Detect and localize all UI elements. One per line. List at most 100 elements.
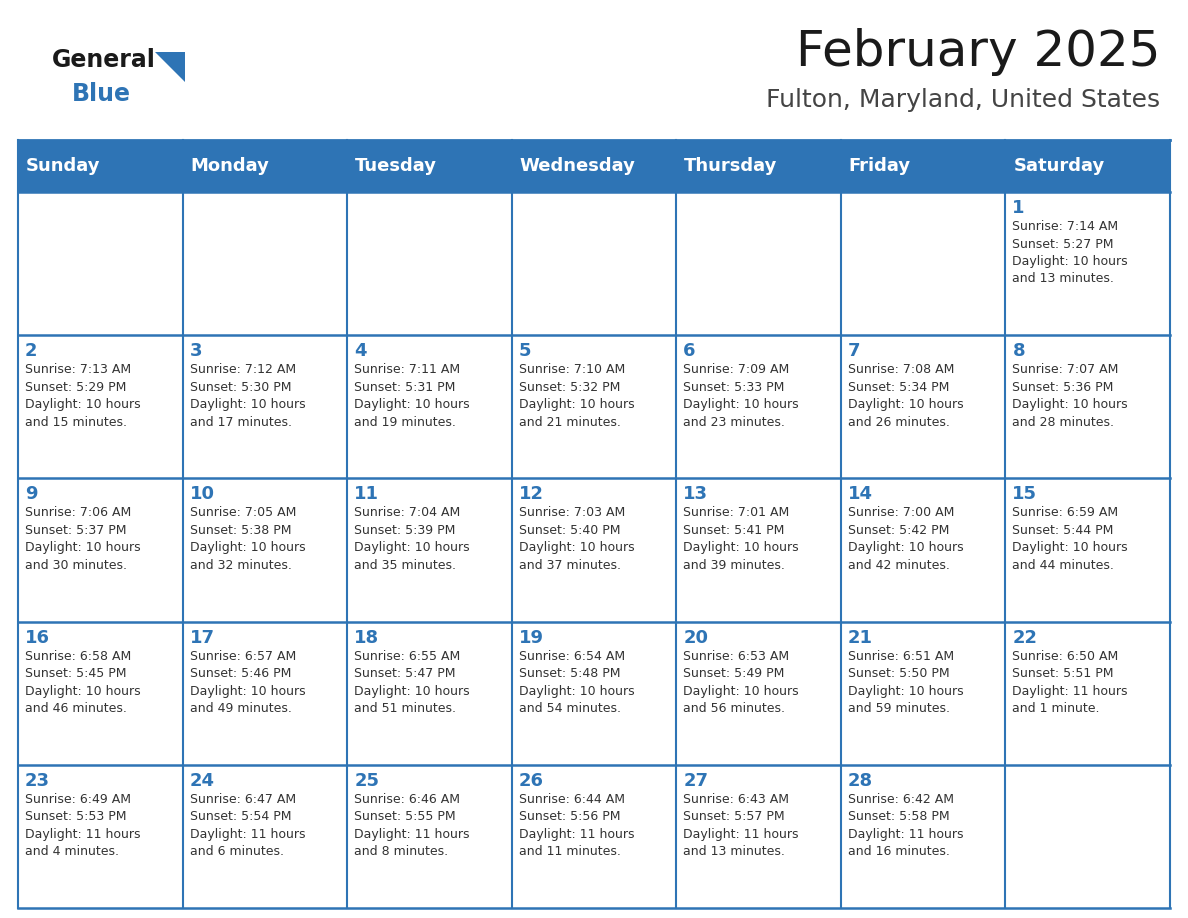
- Text: 21: 21: [848, 629, 873, 646]
- Bar: [512, 192, 676, 335]
- Bar: [1005, 192, 1170, 335]
- Text: Sunrise: 6:50 AM
Sunset: 5:51 PM
Daylight: 11 hours
and 1 minute.: Sunrise: 6:50 AM Sunset: 5:51 PM Dayligh…: [1012, 650, 1127, 715]
- Text: 4: 4: [354, 342, 367, 360]
- Text: 23: 23: [25, 772, 50, 789]
- Text: 18: 18: [354, 629, 379, 646]
- Text: 7: 7: [848, 342, 860, 360]
- Bar: [1005, 621, 1170, 765]
- Text: Sunrise: 6:46 AM
Sunset: 5:55 PM
Daylight: 11 hours
and 8 minutes.: Sunrise: 6:46 AM Sunset: 5:55 PM Dayligh…: [354, 793, 469, 858]
- Bar: [676, 765, 841, 908]
- Text: Sunrise: 7:13 AM
Sunset: 5:29 PM
Daylight: 10 hours
and 15 minutes.: Sunrise: 7:13 AM Sunset: 5:29 PM Dayligh…: [25, 364, 140, 429]
- Text: 13: 13: [683, 486, 708, 503]
- Bar: [841, 621, 1005, 765]
- Text: 12: 12: [519, 486, 544, 503]
- Text: Sunrise: 7:09 AM
Sunset: 5:33 PM
Daylight: 10 hours
and 23 minutes.: Sunrise: 7:09 AM Sunset: 5:33 PM Dayligh…: [683, 364, 798, 429]
- Text: Sunrise: 6:55 AM
Sunset: 5:47 PM
Daylight: 10 hours
and 51 minutes.: Sunrise: 6:55 AM Sunset: 5:47 PM Dayligh…: [354, 650, 469, 715]
- Text: 24: 24: [190, 772, 215, 789]
- Bar: [1005, 335, 1170, 478]
- Text: 3: 3: [190, 342, 202, 360]
- Bar: [676, 621, 841, 765]
- Text: Sunrise: 7:03 AM
Sunset: 5:40 PM
Daylight: 10 hours
and 37 minutes.: Sunrise: 7:03 AM Sunset: 5:40 PM Dayligh…: [519, 507, 634, 572]
- Text: Monday: Monday: [190, 157, 270, 175]
- Text: Sunrise: 7:04 AM
Sunset: 5:39 PM
Daylight: 10 hours
and 35 minutes.: Sunrise: 7:04 AM Sunset: 5:39 PM Dayligh…: [354, 507, 469, 572]
- Text: 10: 10: [190, 486, 215, 503]
- Text: Friday: Friday: [849, 157, 911, 175]
- Text: 1: 1: [1012, 199, 1025, 217]
- Text: Sunrise: 6:53 AM
Sunset: 5:49 PM
Daylight: 10 hours
and 56 minutes.: Sunrise: 6:53 AM Sunset: 5:49 PM Dayligh…: [683, 650, 798, 715]
- Text: Sunrise: 6:42 AM
Sunset: 5:58 PM
Daylight: 11 hours
and 16 minutes.: Sunrise: 6:42 AM Sunset: 5:58 PM Dayligh…: [848, 793, 963, 858]
- Bar: [841, 335, 1005, 478]
- Text: Saturday: Saturday: [1013, 157, 1105, 175]
- Bar: [512, 621, 676, 765]
- Text: Sunrise: 6:47 AM
Sunset: 5:54 PM
Daylight: 11 hours
and 6 minutes.: Sunrise: 6:47 AM Sunset: 5:54 PM Dayligh…: [190, 793, 305, 858]
- Polygon shape: [154, 52, 185, 82]
- Text: 8: 8: [1012, 342, 1025, 360]
- Text: 19: 19: [519, 629, 544, 646]
- Text: Sunrise: 6:44 AM
Sunset: 5:56 PM
Daylight: 11 hours
and 11 minutes.: Sunrise: 6:44 AM Sunset: 5:56 PM Dayligh…: [519, 793, 634, 858]
- Bar: [183, 478, 347, 621]
- Bar: [18, 192, 183, 335]
- Text: Fulton, Maryland, United States: Fulton, Maryland, United States: [766, 88, 1159, 112]
- Text: Sunrise: 6:57 AM
Sunset: 5:46 PM
Daylight: 10 hours
and 49 minutes.: Sunrise: 6:57 AM Sunset: 5:46 PM Dayligh…: [190, 650, 305, 715]
- Text: Sunrise: 6:54 AM
Sunset: 5:48 PM
Daylight: 10 hours
and 54 minutes.: Sunrise: 6:54 AM Sunset: 5:48 PM Dayligh…: [519, 650, 634, 715]
- Text: Wednesday: Wednesday: [519, 157, 636, 175]
- Bar: [1005, 765, 1170, 908]
- Text: Sunrise: 7:11 AM
Sunset: 5:31 PM
Daylight: 10 hours
and 19 minutes.: Sunrise: 7:11 AM Sunset: 5:31 PM Dayligh…: [354, 364, 469, 429]
- Bar: [676, 192, 841, 335]
- Text: 28: 28: [848, 772, 873, 789]
- Bar: [347, 192, 512, 335]
- Bar: [18, 765, 183, 908]
- Text: 6: 6: [683, 342, 696, 360]
- Bar: [18, 140, 1170, 192]
- Bar: [183, 335, 347, 478]
- Text: Thursday: Thursday: [684, 157, 778, 175]
- Text: 14: 14: [848, 486, 873, 503]
- Text: 2: 2: [25, 342, 38, 360]
- Text: Sunrise: 7:01 AM
Sunset: 5:41 PM
Daylight: 10 hours
and 39 minutes.: Sunrise: 7:01 AM Sunset: 5:41 PM Dayligh…: [683, 507, 798, 572]
- Text: Sunrise: 7:00 AM
Sunset: 5:42 PM
Daylight: 10 hours
and 42 minutes.: Sunrise: 7:00 AM Sunset: 5:42 PM Dayligh…: [848, 507, 963, 572]
- Text: Sunrise: 6:51 AM
Sunset: 5:50 PM
Daylight: 10 hours
and 59 minutes.: Sunrise: 6:51 AM Sunset: 5:50 PM Dayligh…: [848, 650, 963, 715]
- Text: Tuesday: Tuesday: [355, 157, 437, 175]
- Text: Sunrise: 6:43 AM
Sunset: 5:57 PM
Daylight: 11 hours
and 13 minutes.: Sunrise: 6:43 AM Sunset: 5:57 PM Dayligh…: [683, 793, 798, 858]
- Bar: [347, 765, 512, 908]
- Text: 9: 9: [25, 486, 38, 503]
- Text: 26: 26: [519, 772, 544, 789]
- Bar: [841, 192, 1005, 335]
- Text: 27: 27: [683, 772, 708, 789]
- Bar: [18, 478, 183, 621]
- Bar: [1005, 478, 1170, 621]
- Text: Sunrise: 7:12 AM
Sunset: 5:30 PM
Daylight: 10 hours
and 17 minutes.: Sunrise: 7:12 AM Sunset: 5:30 PM Dayligh…: [190, 364, 305, 429]
- Bar: [347, 621, 512, 765]
- Text: Sunrise: 7:05 AM
Sunset: 5:38 PM
Daylight: 10 hours
and 32 minutes.: Sunrise: 7:05 AM Sunset: 5:38 PM Dayligh…: [190, 507, 305, 572]
- Text: 11: 11: [354, 486, 379, 503]
- Text: Sunday: Sunday: [26, 157, 101, 175]
- Bar: [183, 621, 347, 765]
- Text: Sunrise: 6:58 AM
Sunset: 5:45 PM
Daylight: 10 hours
and 46 minutes.: Sunrise: 6:58 AM Sunset: 5:45 PM Dayligh…: [25, 650, 140, 715]
- Text: General: General: [52, 48, 156, 72]
- Bar: [841, 765, 1005, 908]
- Text: Sunrise: 6:59 AM
Sunset: 5:44 PM
Daylight: 10 hours
and 44 minutes.: Sunrise: 6:59 AM Sunset: 5:44 PM Dayligh…: [1012, 507, 1129, 572]
- Bar: [512, 765, 676, 908]
- Bar: [347, 478, 512, 621]
- Text: Sunrise: 7:08 AM
Sunset: 5:34 PM
Daylight: 10 hours
and 26 minutes.: Sunrise: 7:08 AM Sunset: 5:34 PM Dayligh…: [848, 364, 963, 429]
- Text: 5: 5: [519, 342, 531, 360]
- Text: Sunrise: 7:14 AM
Sunset: 5:27 PM
Daylight: 10 hours
and 13 minutes.: Sunrise: 7:14 AM Sunset: 5:27 PM Dayligh…: [1012, 220, 1129, 285]
- Text: Sunrise: 7:07 AM
Sunset: 5:36 PM
Daylight: 10 hours
and 28 minutes.: Sunrise: 7:07 AM Sunset: 5:36 PM Dayligh…: [1012, 364, 1129, 429]
- Text: 25: 25: [354, 772, 379, 789]
- Bar: [18, 335, 183, 478]
- Bar: [512, 478, 676, 621]
- Text: February 2025: February 2025: [796, 28, 1159, 76]
- Bar: [347, 335, 512, 478]
- Text: Blue: Blue: [72, 82, 131, 106]
- Bar: [183, 765, 347, 908]
- Text: 22: 22: [1012, 629, 1037, 646]
- Bar: [676, 478, 841, 621]
- Bar: [676, 335, 841, 478]
- Text: Sunrise: 7:10 AM
Sunset: 5:32 PM
Daylight: 10 hours
and 21 minutes.: Sunrise: 7:10 AM Sunset: 5:32 PM Dayligh…: [519, 364, 634, 429]
- Text: 16: 16: [25, 629, 50, 646]
- Text: 15: 15: [1012, 486, 1037, 503]
- Text: 17: 17: [190, 629, 215, 646]
- Bar: [512, 335, 676, 478]
- Bar: [183, 192, 347, 335]
- Bar: [18, 621, 183, 765]
